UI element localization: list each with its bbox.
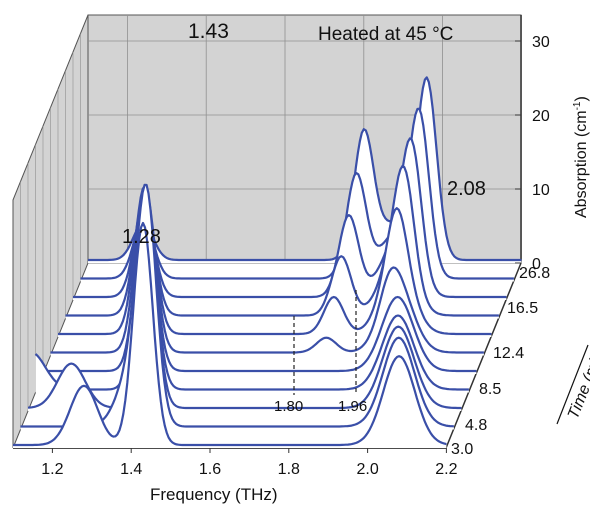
y-tick-label-2: 20 xyxy=(532,108,550,125)
peak-label-1-96: 1.96 xyxy=(338,398,367,415)
y-tick-label-0: 0 xyxy=(532,256,541,273)
x-tick-label-1: 1.4 xyxy=(120,461,142,478)
trace-5 xyxy=(50,188,484,354)
trace-4 xyxy=(43,199,477,373)
x-tick-label-5: 2.2 xyxy=(435,461,457,478)
z-tick-label-5: 26.8 xyxy=(519,265,550,282)
z-tick-label-1: 4.8 xyxy=(465,417,487,434)
x-tick-label-0: 1.2 xyxy=(41,461,63,478)
peak-label-1-80: 1.80 xyxy=(274,398,303,415)
annotation-heated: Heated at 45 °C xyxy=(318,24,453,45)
x-axis-title: Frequency (THz) xyxy=(150,485,278,504)
z-tick-label-0: 3.0 xyxy=(451,441,473,458)
z-tick-label-3: 12.4 xyxy=(493,345,524,362)
axis-marks: 1.2 1.4 1.6 1.8 2.0 2.2 0 10 20 30 3.0 4.8 8.5 12.4 16… xyxy=(41,34,550,478)
y-tick-label-3: 30 xyxy=(532,34,550,51)
y-axis-title: Absorption (cm-1) xyxy=(572,96,590,218)
z-tick-label-4: 16.5 xyxy=(507,300,538,317)
peak-label-1-28: 1.28 xyxy=(122,226,161,248)
y-axis-title-close: ) xyxy=(573,96,590,101)
z-tick-label-2: 8.5 xyxy=(479,381,501,398)
y-axis-title-main: Absorption (cm xyxy=(573,110,590,218)
y-tick-label-1: 10 xyxy=(532,182,550,199)
trace-10 xyxy=(88,76,522,262)
y-axis-title-sup: -1 xyxy=(572,101,583,110)
z-axis-title-bar xyxy=(556,344,589,425)
peak-label-1-43: 1.43 xyxy=(188,20,229,43)
spectra-traces xyxy=(13,76,522,448)
trace-0 xyxy=(13,221,447,447)
trace-3 xyxy=(34,203,469,391)
x-tick-label-2: 1.6 xyxy=(199,461,221,478)
peak-label-2-08: 2.08 xyxy=(447,178,486,200)
trace-2 xyxy=(27,207,462,410)
z-axis-title: Time (min) xyxy=(565,344,590,421)
x-tick-label-3: 1.8 xyxy=(278,461,300,478)
x-tick-label-4: 2.0 xyxy=(356,461,378,478)
trace-6 xyxy=(58,184,492,336)
trace-fill-0 xyxy=(13,223,447,448)
